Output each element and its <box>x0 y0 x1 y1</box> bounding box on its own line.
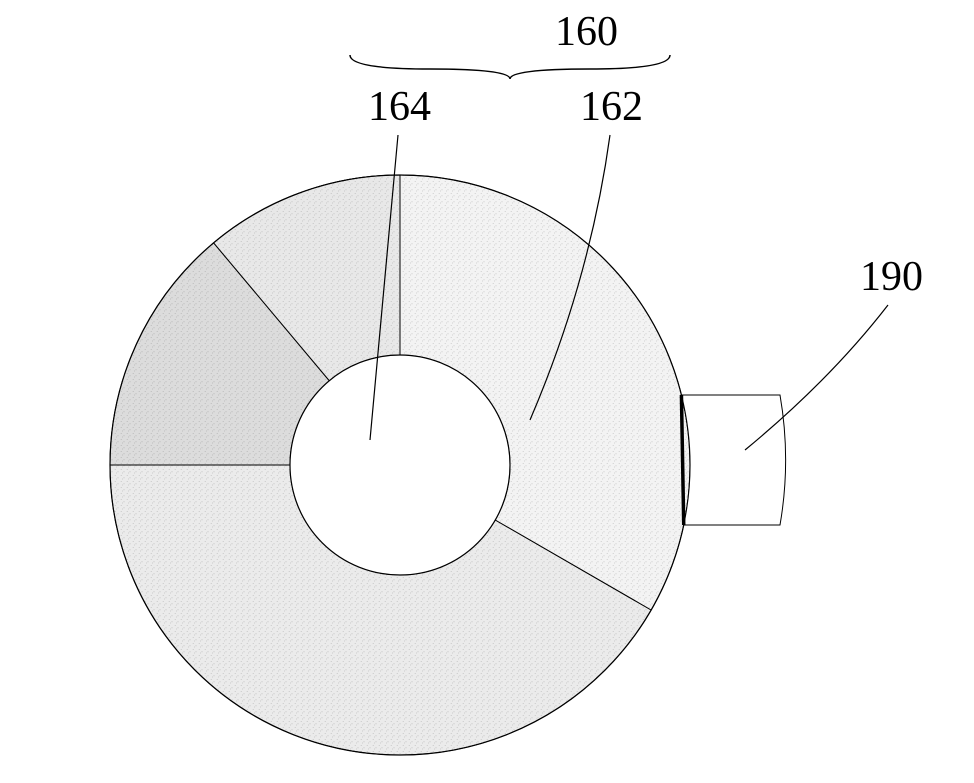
label-164: 164 <box>368 84 431 130</box>
label-162: 162 <box>580 84 643 130</box>
tab-separator <box>681 395 683 525</box>
side-tab <box>681 395 785 525</box>
brace-160 <box>350 55 670 79</box>
donut-inner-hole <box>290 355 510 575</box>
label-160: 160 <box>555 9 618 55</box>
label-190: 190 <box>860 254 923 300</box>
donut <box>110 175 690 755</box>
